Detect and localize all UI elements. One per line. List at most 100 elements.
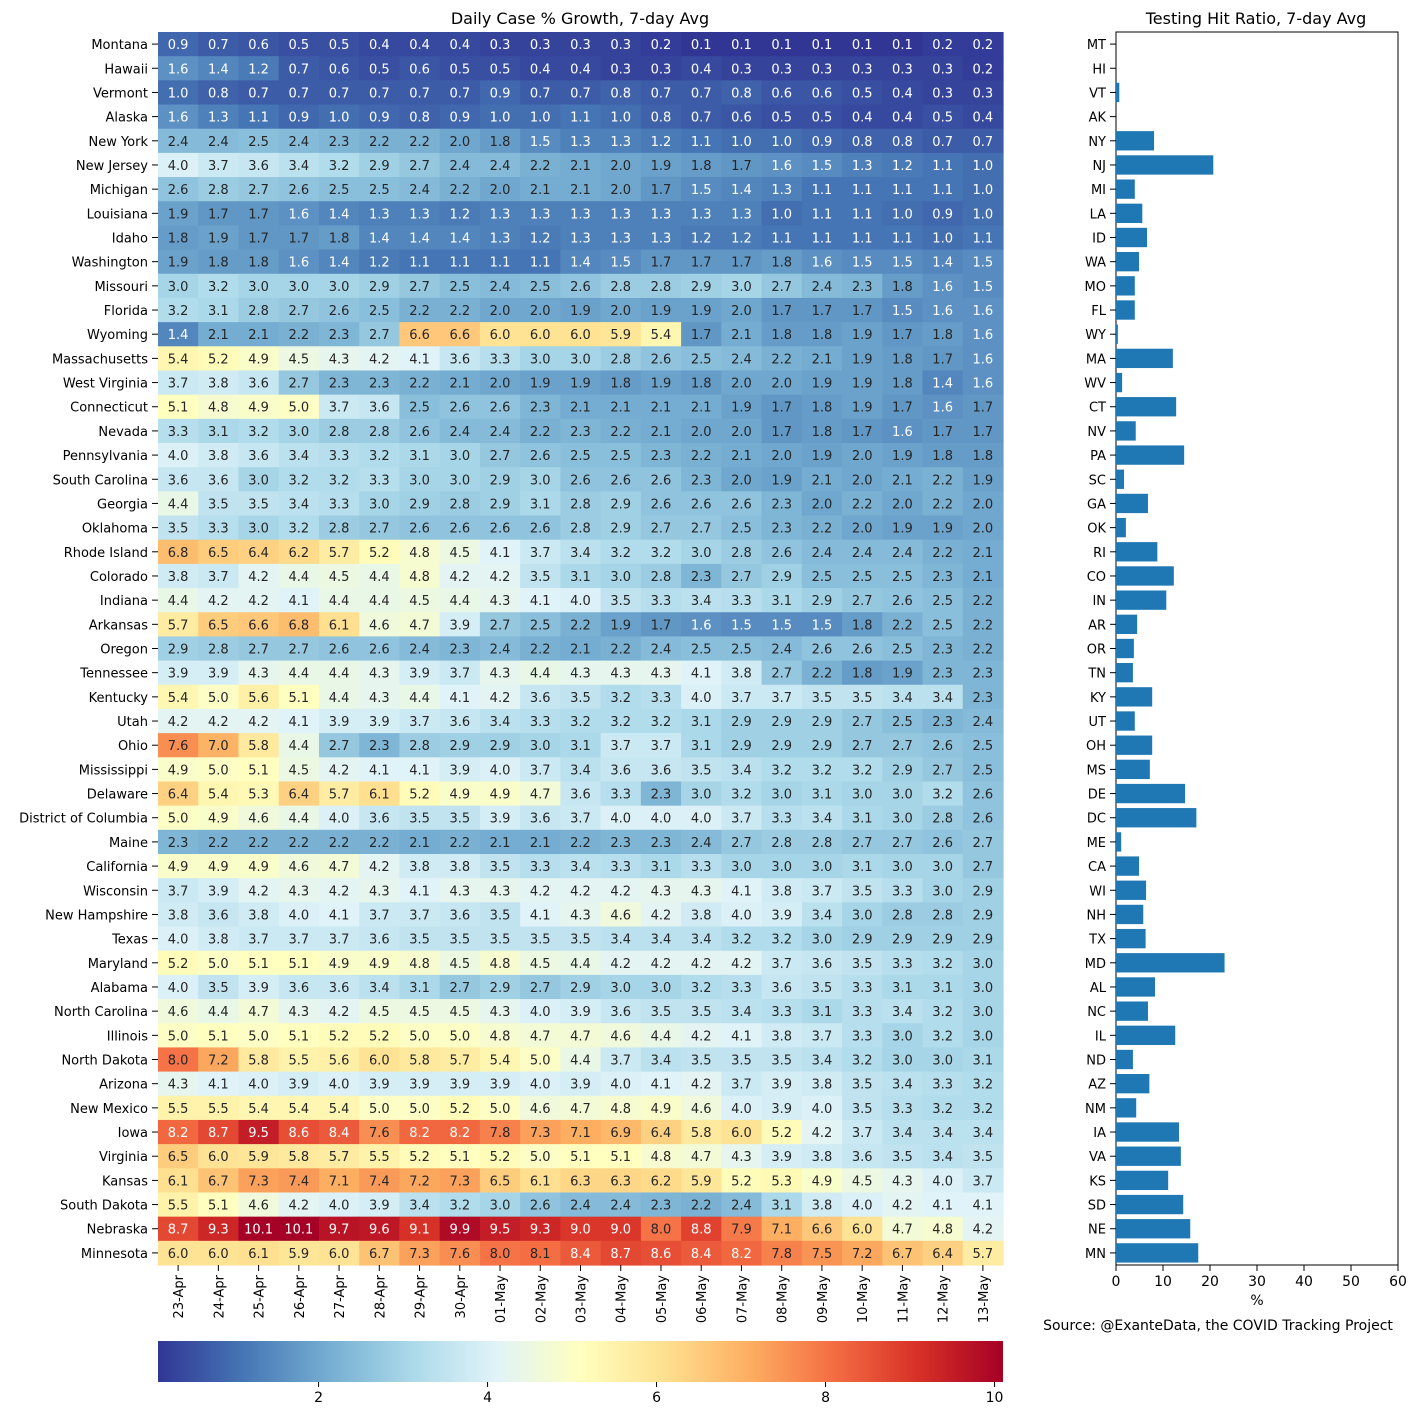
heatmap-cell [600,32,642,57]
heatmap-cell [560,346,602,372]
cell-value-label: 2.4 [490,425,511,440]
heatmap-cell [318,56,360,81]
heatmap-cell [359,273,401,299]
heatmap-cell [439,950,481,976]
cell-value-label: 1.8 [852,667,873,682]
cell-value-label: 2.7 [329,739,350,754]
bar-x-tick-label: 30 [1248,1274,1266,1290]
heatmap-cell [681,926,722,952]
colorbar-tick-label: 10 [986,1390,1004,1406]
cell-value-label: 2.7 [691,522,712,537]
heatmap-cell [520,515,561,541]
heatmap-cell [882,467,924,492]
cell-value-label: 5.8 [691,1126,712,1141]
cell-value-label: 3.3 [852,981,873,996]
cell-value-label: 8.7 [168,1223,189,1238]
cell-value-label: 3.0 [369,497,390,512]
heatmap-cell [278,1023,320,1049]
cell-value-label: 3.6 [530,812,551,827]
cell-value-label: 4.2 [490,691,511,706]
cell-value-label: 3.7 [369,908,390,923]
cell-value-label: 7.2 [852,1247,873,1262]
bar-category-label: TX [1088,933,1106,948]
cell-value-label: 2.6 [691,497,712,512]
heatmap-cell [681,515,722,541]
cell-value-label: 0.4 [691,62,712,77]
heatmap-cell [962,80,1004,106]
heatmap-cell [882,346,924,372]
cell-value-label: 4.6 [288,860,309,875]
heatmap-cell [962,322,1004,347]
cell-value-label: 4.4 [329,667,350,682]
heatmap-cell [801,56,843,81]
row-label: Michigan [90,183,148,198]
cell-value-label: 0.8 [610,86,631,101]
cell-value-label: 4.4 [329,594,350,609]
heatmap-cell [761,757,803,783]
cell-value-label: 5.3 [771,1174,792,1189]
cell-value-label: 3.1 [530,497,551,512]
heatmap-cell [198,1192,240,1218]
cell-value-label: 5.1 [208,1199,229,1214]
cell-value-label: 4.2 [449,570,470,585]
heatmap-cell [962,418,1004,444]
cell-value-label: 5.4 [168,352,189,367]
heatmap-cell [640,563,682,589]
cell-value-label: 2.3 [329,377,350,392]
heatmap-cell [962,297,1004,323]
heatmap-cell [479,781,521,807]
heatmap-cell [640,225,682,251]
cell-value-label: 7.8 [490,1126,511,1141]
cell-value-label: 8.0 [490,1247,511,1262]
heatmap-cell [922,1095,964,1121]
heatmap-cell [640,467,682,492]
heatmap-cell [640,1095,682,1121]
cell-value-label: 4.1 [409,884,430,899]
cell-value-label: 1.6 [973,377,994,392]
heatmap-cell [761,805,803,831]
heatmap-cell [359,56,401,81]
heatmap-cell [359,152,401,178]
heatmap-cell [640,443,682,468]
heatmap-cell [560,588,602,613]
cell-value-label: 2.0 [771,449,792,464]
cell-value-label: 4.0 [248,1078,269,1093]
heatmap-cell [439,902,481,928]
heatmap-cell [640,733,682,758]
cell-value-label: 1.9 [852,352,873,367]
cell-value-label: 4.3 [570,908,591,923]
heatmap-cell [922,950,964,976]
heatmap-cell [359,297,401,323]
heatmap-cell [560,370,602,396]
heatmap-cell [681,1168,722,1194]
heatmap-cell [842,612,883,638]
heatmap-cell [439,1168,481,1194]
cell-value-label: 3.9 [449,618,470,633]
cell-value-label: 5.8 [248,1054,269,1069]
cell-value-label: 0.8 [852,135,873,150]
bar-category-label: WI [1089,884,1106,899]
heatmap-cell [158,201,199,227]
cell-value-label: 2.9 [812,594,833,609]
heatmap-cell [560,1047,602,1073]
cell-value-label: 5.5 [208,1102,229,1117]
heatmap-cell [359,588,401,613]
heatmap-cell [238,467,280,492]
cell-value-label: 1.7 [651,183,672,198]
heatmap-cell [479,878,521,903]
cell-value-label: 1.5 [610,256,631,271]
heatmap-cell [158,418,199,444]
cell-value-label: 3.5 [530,933,551,948]
cell-value-label: 4.1 [208,1078,229,1093]
cell-value-label: 3.9 [771,1102,792,1117]
cell-value-label: 2.9 [409,497,430,512]
heatmap-cell [238,950,280,976]
cell-value-label: 1.3 [691,207,712,222]
heatmap-cell [681,370,722,396]
cell-value-label: 5.9 [691,1174,712,1189]
heatmap-cell [158,950,199,976]
heatmap-cell [520,999,561,1024]
cell-value-label: 3.9 [409,1078,430,1093]
cell-value-label: 2.2 [932,497,953,512]
bar-category-label: WA [1085,256,1106,271]
